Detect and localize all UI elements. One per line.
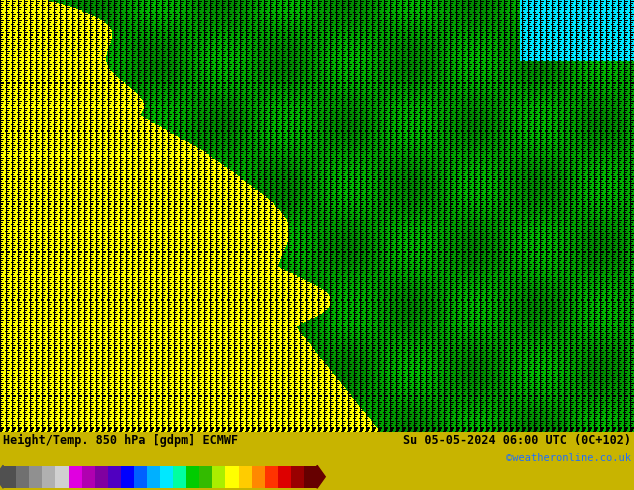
Bar: [56, 466, 68, 488]
Text: ©weatheronline.co.uk: ©weatheronline.co.uk: [506, 453, 631, 463]
Bar: [278, 466, 291, 488]
Bar: [265, 466, 278, 488]
Bar: [16, 466, 29, 488]
Bar: [212, 466, 226, 488]
Bar: [42, 466, 56, 488]
Bar: [199, 466, 212, 488]
Bar: [160, 466, 173, 488]
FancyArrow shape: [0, 465, 3, 488]
FancyArrow shape: [317, 465, 325, 488]
Bar: [173, 466, 186, 488]
Bar: [108, 466, 121, 488]
Bar: [68, 466, 82, 488]
Bar: [186, 466, 199, 488]
Bar: [238, 466, 252, 488]
Bar: [226, 466, 238, 488]
Bar: [134, 466, 147, 488]
Bar: [3, 466, 16, 488]
Bar: [29, 466, 42, 488]
Bar: [82, 466, 94, 488]
Bar: [121, 466, 134, 488]
Bar: [94, 466, 108, 488]
Bar: [252, 466, 265, 488]
Bar: [291, 466, 304, 488]
Text: Height/Temp. 850 hPa [gdpm] ECMWF: Height/Temp. 850 hPa [gdpm] ECMWF: [3, 434, 238, 446]
Bar: [147, 466, 160, 488]
Bar: [304, 466, 317, 488]
Text: Su 05-05-2024 06:00 UTC (0C+102): Su 05-05-2024 06:00 UTC (0C+102): [403, 434, 631, 446]
